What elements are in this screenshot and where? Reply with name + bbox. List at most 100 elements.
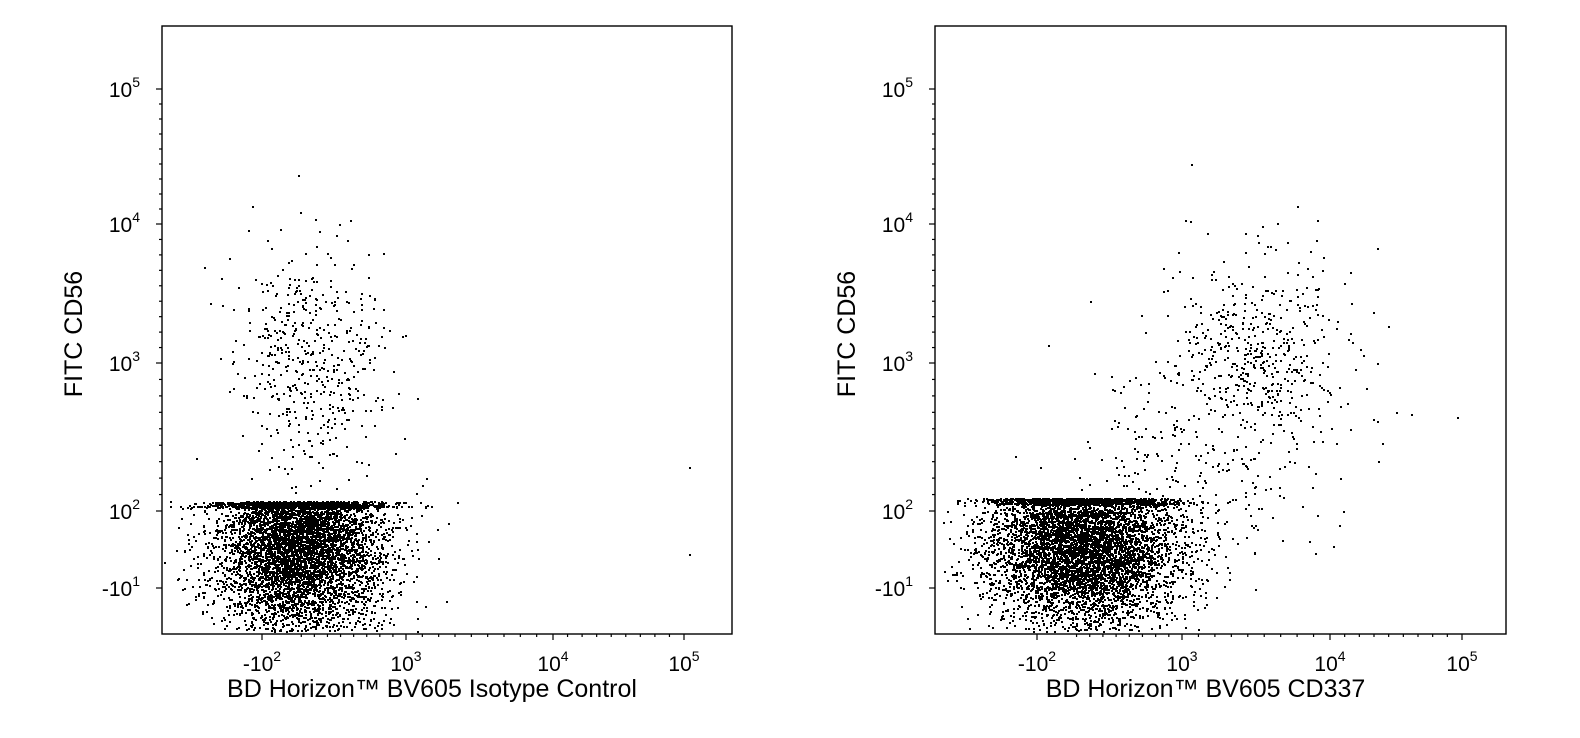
event-dot — [363, 618, 365, 620]
event-dot — [385, 573, 387, 575]
event-dot — [229, 568, 231, 570]
event-dot — [283, 537, 285, 539]
event-dot — [248, 504, 250, 506]
event-dot — [327, 540, 329, 542]
event-dot — [312, 620, 314, 622]
event-dot — [288, 540, 290, 542]
event-dot — [384, 518, 386, 520]
event-dot — [255, 536, 257, 538]
event-dot — [421, 515, 423, 517]
event-dot — [263, 536, 265, 538]
event-dot — [295, 537, 297, 539]
event-dot — [348, 611, 350, 613]
event-dot — [336, 516, 338, 518]
event-dot — [314, 562, 316, 564]
event-dot — [320, 561, 322, 563]
event-dot — [281, 560, 283, 562]
event-dot — [251, 604, 253, 606]
event-dot — [361, 566, 363, 568]
event-dot — [292, 564, 294, 566]
event-dot — [416, 601, 418, 603]
event-dot — [248, 599, 250, 601]
event-dot — [287, 609, 289, 611]
event-dot — [182, 589, 184, 591]
event-dot — [203, 526, 205, 528]
event-dot — [352, 529, 354, 531]
event-dot — [256, 575, 258, 577]
event-dot — [322, 607, 324, 609]
event-dot — [417, 618, 419, 620]
event-dot — [362, 558, 364, 560]
event-dot — [332, 614, 334, 616]
event-dot — [301, 602, 303, 604]
event-dot — [261, 573, 263, 575]
event-dot — [343, 501, 345, 503]
event-dot — [270, 607, 272, 609]
event-dot — [338, 570, 340, 572]
event-dot — [338, 513, 340, 515]
event-dot — [272, 581, 274, 583]
event-dot — [268, 605, 270, 607]
event-dot — [238, 586, 240, 588]
event-dot — [240, 589, 242, 591]
event-dot — [269, 616, 271, 618]
event-dot — [348, 517, 350, 519]
event-dot — [372, 558, 374, 560]
event-dot — [275, 622, 277, 624]
event-dot — [376, 563, 378, 565]
event-dot — [198, 595, 200, 597]
event-dot — [261, 560, 263, 562]
event-dot — [378, 503, 380, 505]
event-dot — [274, 593, 276, 595]
event-dot — [283, 607, 285, 609]
event-dot — [380, 561, 382, 563]
event-dot — [223, 520, 225, 522]
event-dot — [348, 584, 350, 586]
event-dot — [240, 606, 242, 608]
event-dot — [240, 603, 242, 605]
event-dot — [389, 539, 391, 541]
event-dot — [274, 567, 276, 569]
event-dot — [258, 612, 260, 614]
event-dot — [251, 562, 253, 564]
event-dot — [236, 571, 238, 573]
event-dot — [405, 502, 407, 504]
event-dot — [274, 631, 276, 633]
event-dot — [352, 609, 354, 611]
event-dot — [373, 582, 375, 584]
event-dot — [290, 569, 292, 571]
event-dot — [308, 513, 310, 515]
event-dot — [374, 501, 376, 503]
event-dot — [265, 531, 267, 533]
event-dot — [267, 628, 269, 630]
event-dot — [329, 626, 331, 628]
event-dot — [375, 536, 377, 538]
event-dot — [358, 547, 360, 549]
event-dot — [352, 559, 354, 561]
event-dot — [298, 625, 300, 627]
event-dot — [350, 609, 352, 611]
event-dot — [228, 597, 230, 599]
event-dot — [296, 617, 298, 619]
event-dot — [383, 506, 385, 508]
event-dot — [289, 522, 291, 524]
event-dot — [362, 575, 364, 577]
event-dot — [239, 560, 241, 562]
event-dot — [331, 564, 333, 566]
event-dot — [341, 514, 343, 516]
event-dot — [263, 521, 265, 523]
event-dot — [253, 629, 255, 631]
event-dot — [313, 539, 315, 541]
event-dot — [315, 514, 317, 516]
event-dot — [352, 506, 354, 508]
event-dot — [233, 562, 235, 564]
event-dot — [374, 555, 376, 557]
event-dot — [195, 540, 197, 542]
event-dot — [353, 562, 355, 564]
event-dot — [252, 613, 254, 615]
event-dot — [366, 610, 368, 612]
event-dot — [260, 617, 262, 619]
event-dot — [178, 527, 180, 529]
event-dot — [284, 520, 286, 522]
event-dot — [334, 587, 336, 589]
